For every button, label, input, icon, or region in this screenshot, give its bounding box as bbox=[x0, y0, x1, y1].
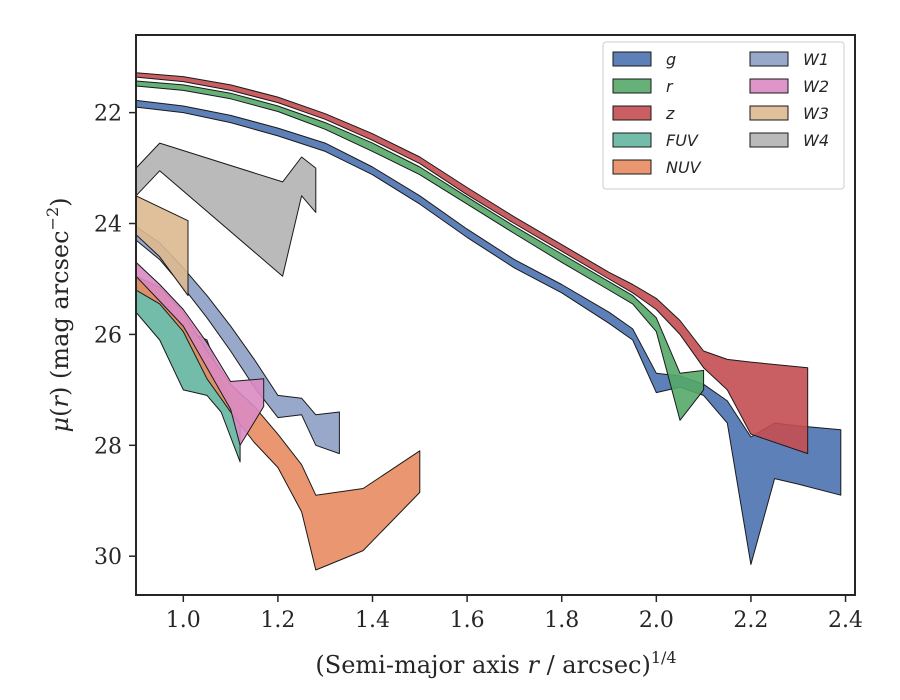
x-axis-ticks: 1.0 1.2 1.4 1.6 1.8 2.0 2.2 2.4 bbox=[166, 595, 863, 633]
plot-frame bbox=[135, 34, 856, 596]
x-axis-label: (Semi-major axis r / arcsec)1/4 bbox=[315, 648, 676, 679]
y-tick-label: 28 bbox=[94, 434, 122, 459]
x-tick-label: 2.2 bbox=[733, 608, 768, 633]
band-r bbox=[136, 80, 705, 421]
y-tick-label: 22 bbox=[94, 102, 122, 127]
legend-label-g: g bbox=[666, 50, 676, 69]
legend-label-z: z bbox=[665, 104, 675, 123]
legend-label-r: r bbox=[666, 77, 674, 96]
legend-swatch-w3 bbox=[749, 105, 789, 121]
band-w3 bbox=[136, 195, 189, 297]
legend-label-w2: W2 bbox=[803, 77, 829, 96]
legend-swatch-r bbox=[612, 78, 652, 94]
x-tick-label: 1.0 bbox=[166, 608, 201, 633]
legend-swatch-w1 bbox=[749, 51, 789, 67]
legend-swatch-fuv bbox=[612, 132, 652, 148]
legend-swatch-g bbox=[612, 51, 652, 67]
legend-swatch-w4 bbox=[749, 132, 789, 148]
legend-swatch-w2 bbox=[749, 78, 789, 94]
band-w2 bbox=[136, 261, 265, 446]
x-tick-label: 1.4 bbox=[355, 608, 390, 633]
legend-label-w1: W1 bbox=[803, 50, 829, 69]
series-bands bbox=[136, 72, 842, 571]
band-w4 bbox=[136, 142, 317, 277]
y-axis-label: μ(r) (mag arcsec−2) bbox=[43, 197, 74, 432]
y-tick-label: 26 bbox=[94, 323, 122, 348]
y-tick-label: 24 bbox=[94, 213, 122, 238]
band-z bbox=[136, 72, 809, 455]
x-tick-label: 1.8 bbox=[544, 608, 579, 633]
y-axis-ticks: 22 24 26 28 30 bbox=[94, 102, 136, 570]
legend-label-w3: W3 bbox=[803, 104, 829, 123]
legend: grz FUV NUV W1 W2 W3 W4 bbox=[602, 41, 845, 190]
legend-swatch-nuv bbox=[612, 159, 652, 175]
legend-label-nuv: NUV bbox=[666, 158, 702, 177]
legend-swatch-z bbox=[612, 105, 652, 121]
band-g bbox=[136, 99, 842, 565]
x-tick-label: 2.0 bbox=[639, 608, 674, 633]
legend-label-w4: W4 bbox=[803, 131, 829, 150]
x-tick-label: 1.2 bbox=[260, 608, 295, 633]
band-fuv bbox=[136, 278, 241, 463]
legend-label-fuv: FUV bbox=[666, 131, 699, 150]
x-tick-label: 2.4 bbox=[828, 608, 863, 633]
y-tick-label: 30 bbox=[94, 545, 122, 570]
x-tick-label: 1.6 bbox=[450, 608, 485, 633]
